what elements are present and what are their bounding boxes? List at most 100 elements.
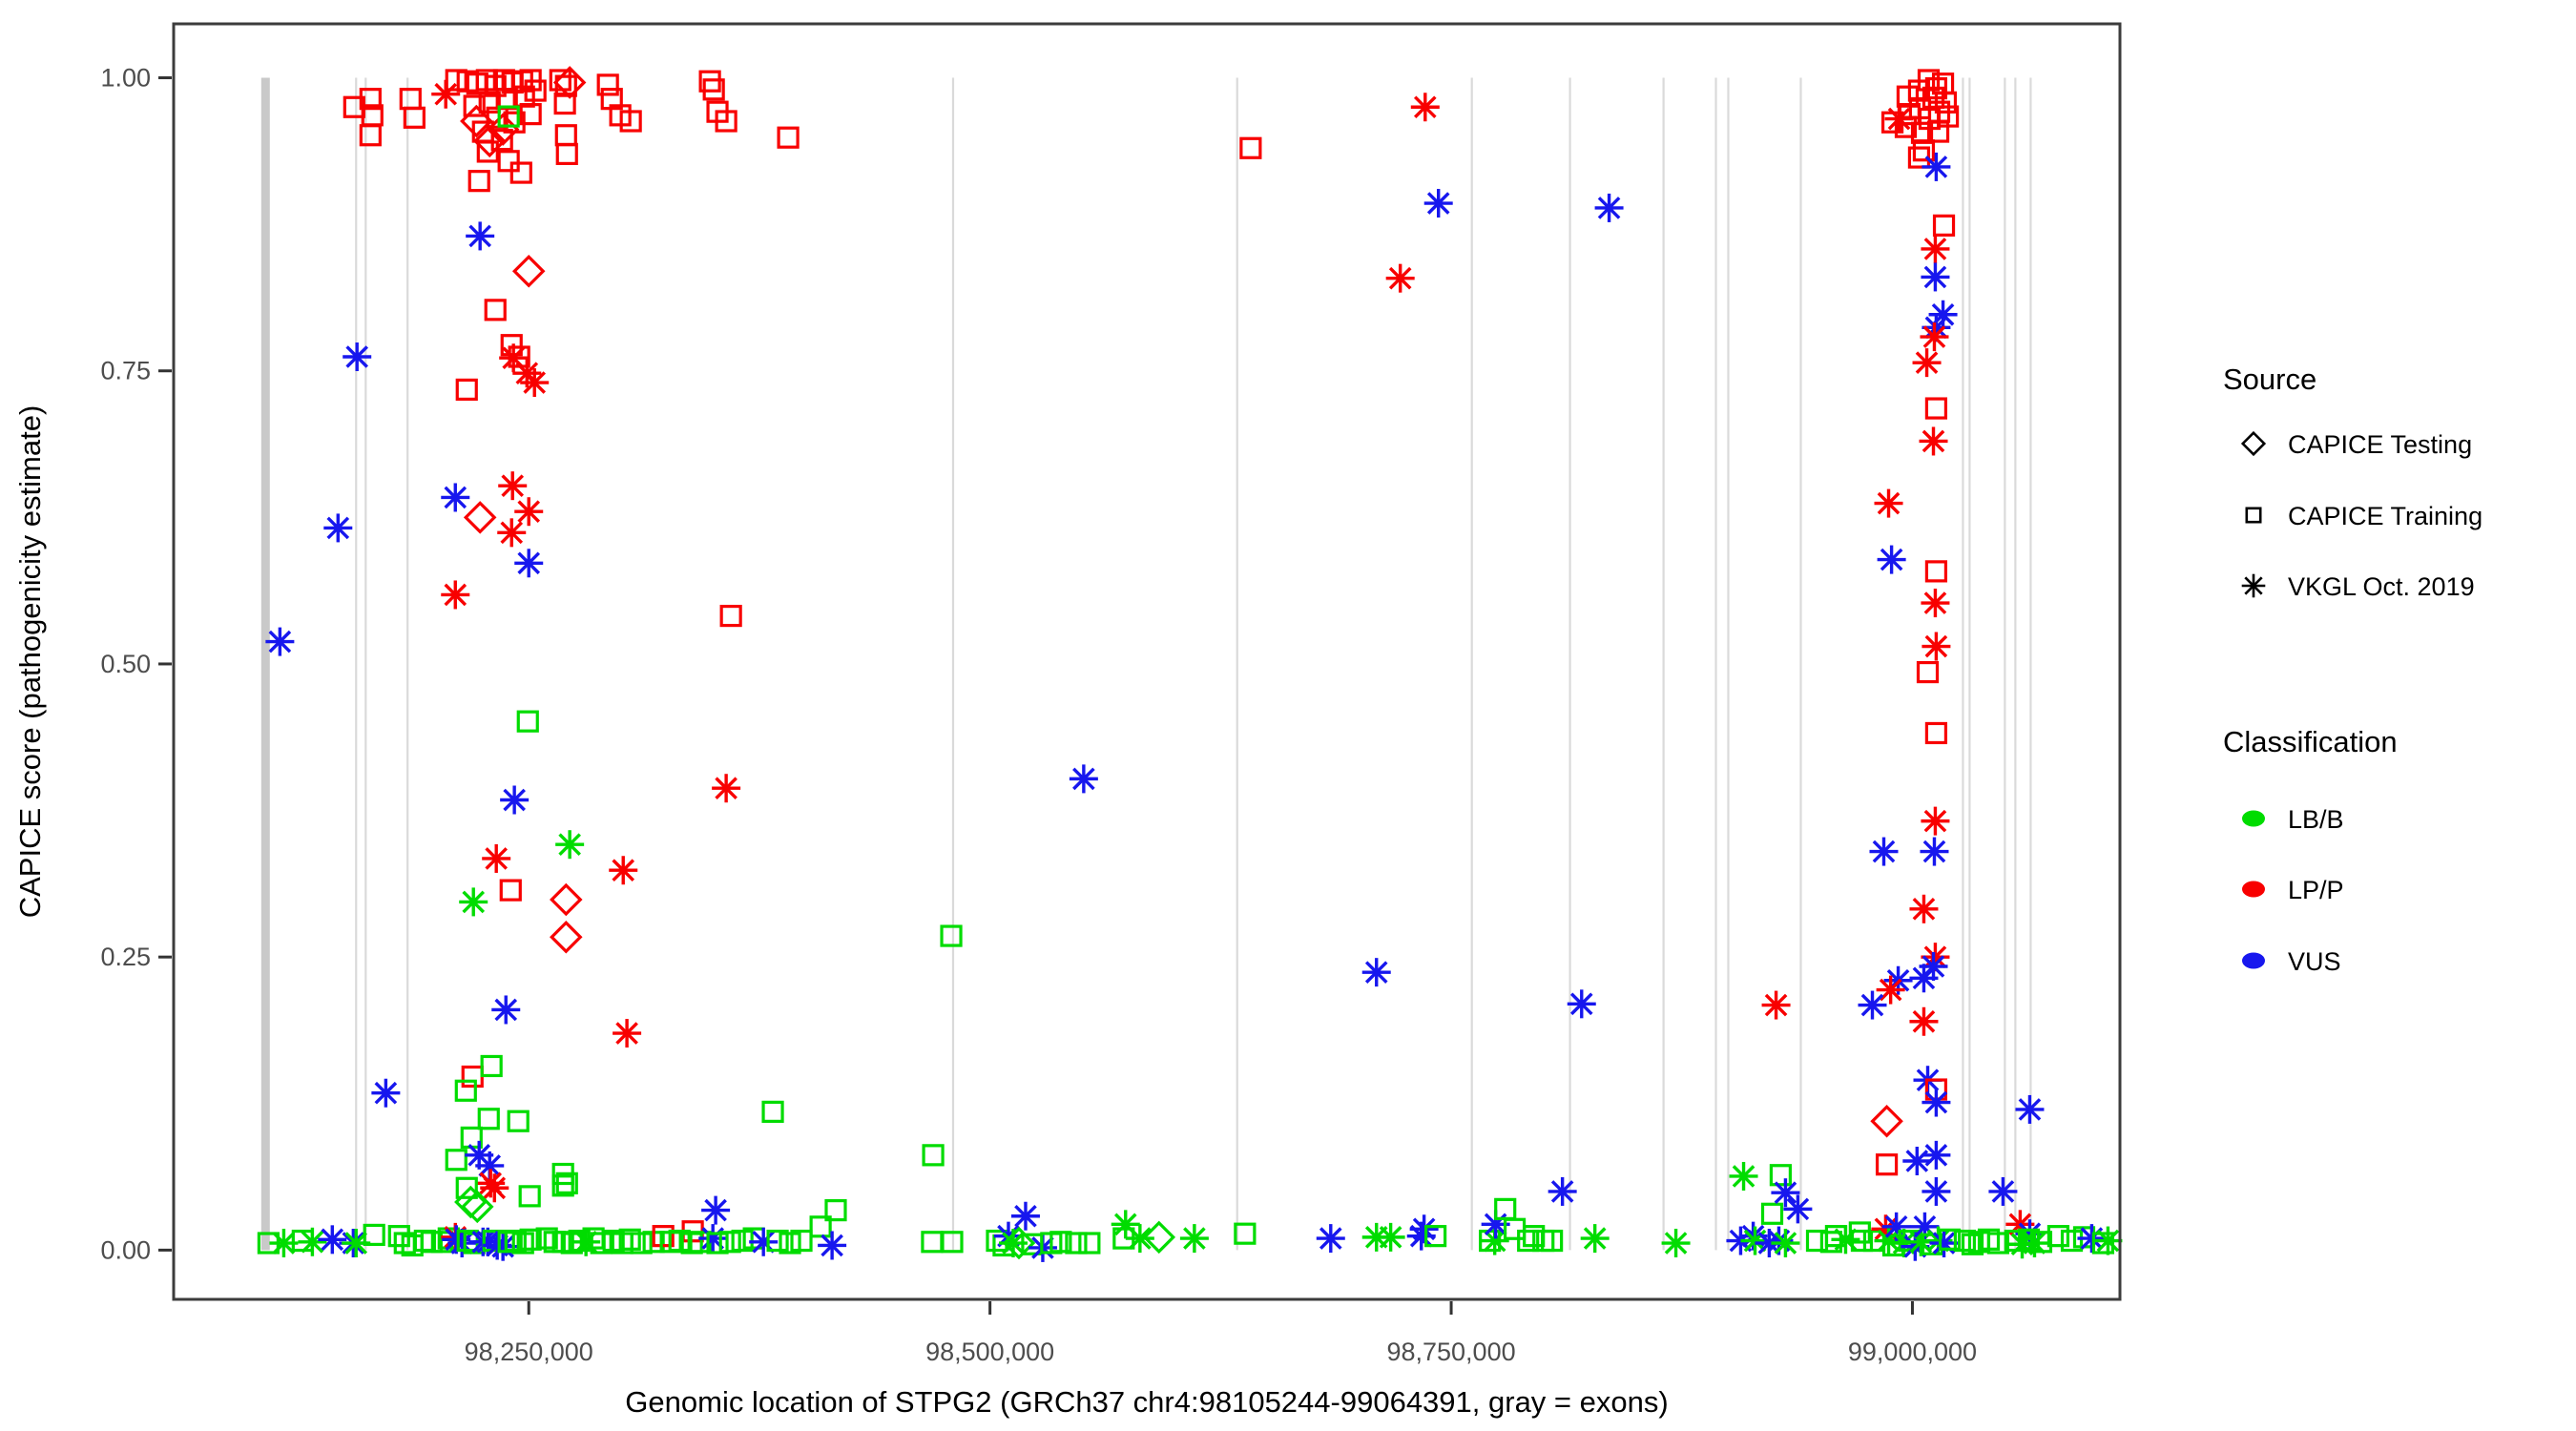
marker-square [1065, 1232, 1088, 1255]
marker-square [1424, 1225, 1447, 1248]
asterisk-stroke [1072, 767, 1095, 791]
marker-square [1938, 1228, 1962, 1251]
legend-color-dot [2242, 881, 2265, 898]
asterisk-stroke [2023, 1232, 2046, 1255]
asterisk-stroke [1877, 491, 1901, 515]
asterisk-stroke [558, 833, 581, 857]
marker-square [519, 103, 542, 126]
asterisk-stroke [1774, 1181, 1797, 1204]
marker-asterisk [1884, 104, 1914, 134]
data-points [257, 66, 2123, 1262]
asterisk-stroke [1923, 591, 1947, 614]
marker-asterisk [1179, 1224, 1209, 1254]
marker-diamond [472, 124, 507, 158]
marker-square [1850, 1229, 1874, 1253]
marker-square [507, 1110, 530, 1132]
marker-diamond [550, 921, 583, 954]
legend-classification-label: LP/P [2288, 876, 2344, 904]
marker-square [777, 126, 800, 149]
marker-square [1239, 136, 1262, 159]
marker-asterisk [1869, 837, 1899, 866]
marker-square [509, 161, 532, 184]
marker-asterisk [441, 580, 470, 610]
y-tick-label: 0.00 [100, 1235, 151, 1264]
marker-asterisk [2093, 1226, 2123, 1255]
marker-diamond [550, 882, 583, 917]
marker-square [1926, 120, 1950, 143]
marker-asterisk [1594, 193, 1624, 222]
marker-asterisk [1922, 1140, 1951, 1170]
marker-square [1924, 721, 1948, 745]
marker-square [499, 879, 522, 902]
asterisk-stroke [1924, 156, 1948, 178]
asterisk-stroke [1924, 1090, 1948, 1114]
marker-square [551, 1174, 574, 1197]
marker-square [516, 710, 539, 733]
marker-asterisk [1920, 322, 1949, 352]
y-tick-label: 0.25 [100, 943, 151, 971]
asterisk-stroke [1922, 325, 1946, 348]
marker-asterisk [323, 513, 353, 543]
marker-asterisk [371, 1078, 401, 1108]
marker-square [445, 69, 467, 92]
marker-square [2029, 1231, 2053, 1254]
marker-asterisk [500, 785, 530, 815]
asterisk-stroke [1413, 95, 1437, 119]
asterisk-stroke [1379, 1226, 1402, 1249]
marker-square [1924, 397, 1948, 420]
marker-asterisk [818, 1231, 847, 1260]
asterisk-stroke [1764, 993, 1788, 1017]
asterisk-stroke [1922, 840, 1946, 863]
legend-classification-label: LB/B [2288, 805, 2344, 834]
asterisk-stroke [326, 516, 350, 540]
marker-asterisk [1921, 262, 1950, 292]
marker-square [2091, 1232, 2115, 1255]
marker-asterisk [1919, 426, 1948, 456]
asterisk-stroke [301, 1230, 324, 1254]
marker-square [719, 604, 742, 628]
marker-diamond [461, 1190, 494, 1224]
marker-square [761, 1100, 784, 1123]
marker-square [478, 91, 501, 114]
marker-asterisk [1874, 488, 1903, 518]
asterisk-stroke [615, 1022, 638, 1045]
asterisk-stroke [1884, 1215, 1908, 1238]
marker-asterisk [1922, 632, 1951, 661]
asterisk-stroke [483, 1176, 507, 1200]
marker-square [652, 1225, 675, 1248]
marker-square [1953, 1229, 1976, 1253]
marker-square [467, 170, 490, 193]
marker-asterisk [1376, 1222, 1405, 1252]
marker-square [1875, 1153, 1899, 1176]
marker-square [445, 1149, 467, 1172]
asterisk-stroke [1319, 1227, 1342, 1250]
marker-asterisk [609, 856, 638, 885]
marker-square [2060, 1229, 2084, 1253]
marker-square [1049, 1231, 1072, 1254]
marker-square [524, 79, 547, 102]
asterisk-stroke [821, 1234, 843, 1257]
asterisk-stroke [478, 1154, 502, 1177]
marker-asterisk [466, 221, 495, 251]
marker-square [596, 73, 619, 96]
marker-square [618, 1228, 641, 1251]
asterisk-stroke [1924, 1144, 1948, 1167]
marker-asterisk [482, 843, 511, 873]
marker-square [779, 1232, 801, 1255]
asterisk-stroke [1932, 1232, 1956, 1255]
marker-square [455, 378, 478, 402]
asterisk-stroke [434, 82, 458, 106]
legend-source-item [2240, 430, 2267, 457]
asterisk-stroke [1388, 266, 1412, 290]
marker-asterisk [1877, 545, 1906, 574]
marker-square [463, 94, 486, 117]
panel-border [172, 22, 2122, 1301]
asterisk-stroke [1860, 993, 1884, 1017]
marker-asterisk [1385, 263, 1415, 293]
asterisk-stroke [1922, 955, 1945, 978]
asterisk-stroke [1483, 1229, 1506, 1253]
marker-square [476, 140, 499, 163]
marker-asterisk [1316, 1224, 1345, 1254]
marker-square [940, 924, 963, 947]
